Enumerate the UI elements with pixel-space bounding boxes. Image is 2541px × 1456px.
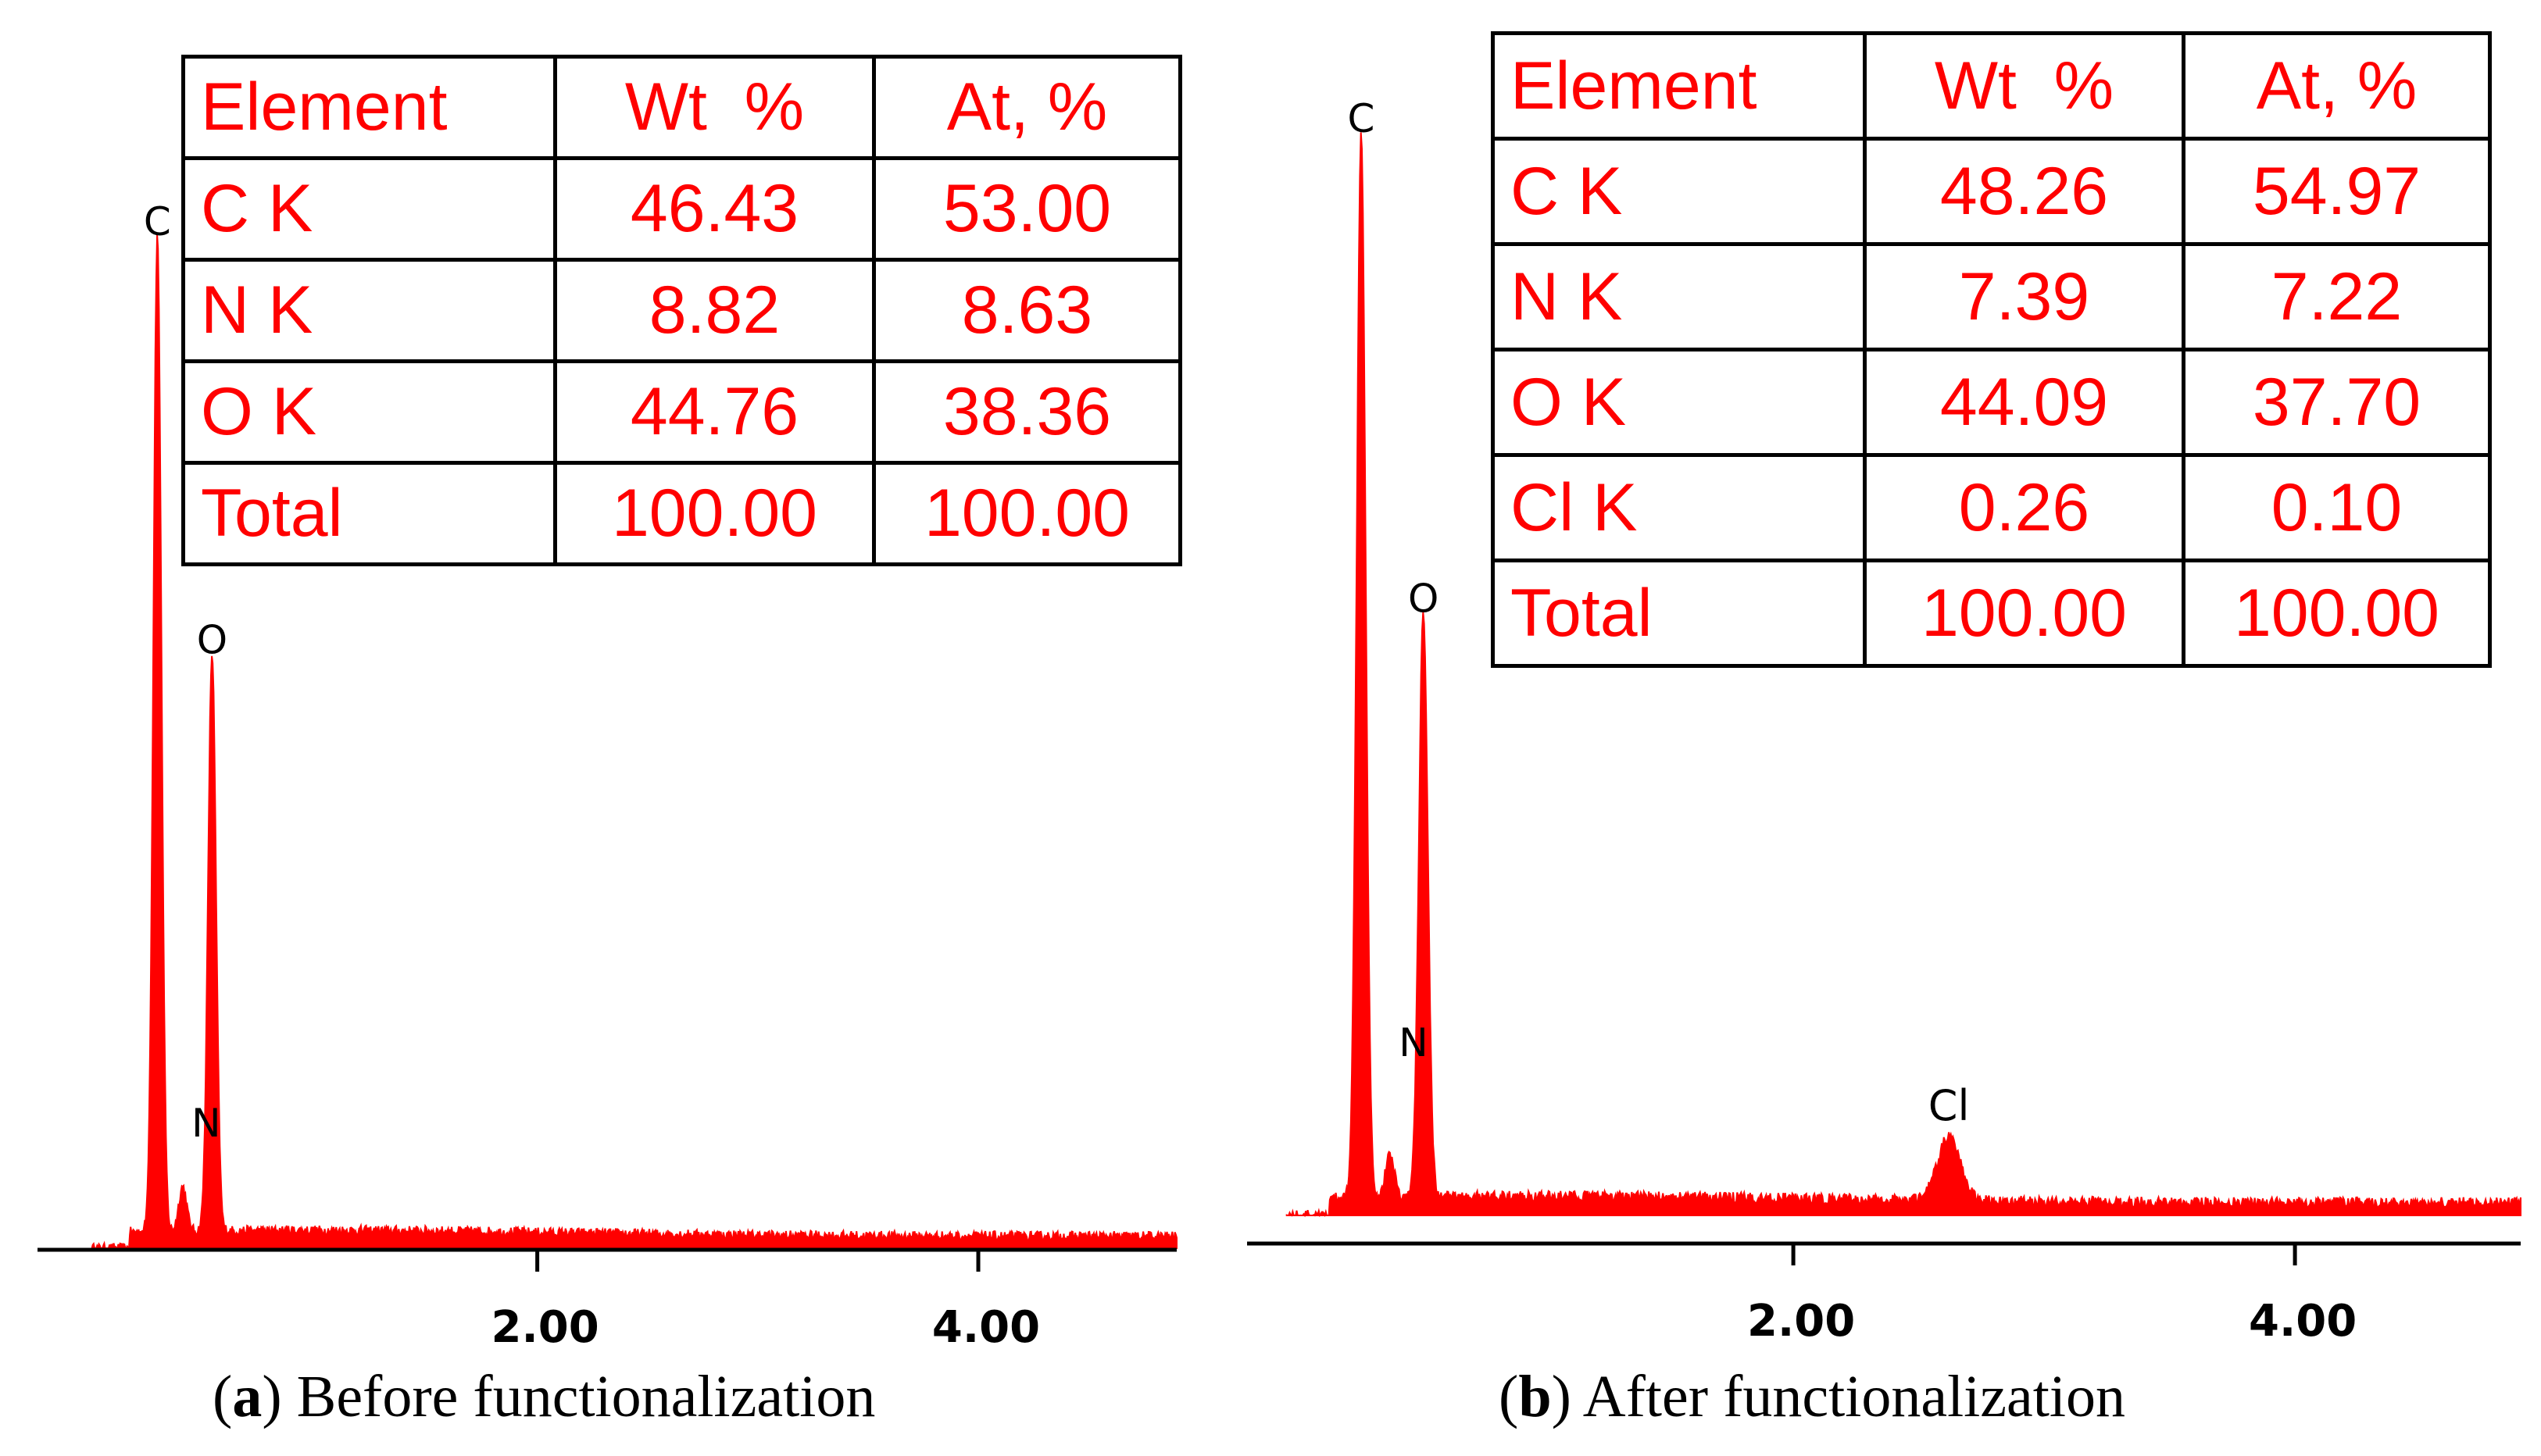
cell-wt: 7.39 <box>1863 242 2185 352</box>
composition-table-a: Element Wt % At, % C K 46.43 53.00 N K 8… <box>181 55 1182 566</box>
table-row: C K 48.26 54.97 <box>1491 137 2492 246</box>
cell-element: O K <box>181 359 557 465</box>
caption-b: (b) After functionalization <box>1499 1364 2125 1429</box>
x-tick-label: 2.00 <box>491 1302 599 1353</box>
peak-label-c: C <box>144 199 171 244</box>
cell-element: Total <box>1491 558 1867 668</box>
header-wt: Wt % <box>1863 31 2185 141</box>
x-tick-label: 2.00 <box>1747 1296 1855 1347</box>
caption-text: After functionalization <box>1571 1364 2125 1429</box>
cell-wt: 44.76 <box>553 359 876 465</box>
cell-element: O K <box>1491 348 1867 457</box>
cell-at: 8.63 <box>872 258 1182 363</box>
spectrum-plot-b: 2.00 4.00 C N O Cl <box>1247 96 2521 1347</box>
caption-letter: a <box>232 1364 263 1429</box>
cell-element: N K <box>1491 242 1867 352</box>
table-header-row: Element Wt % At, % <box>181 55 1182 160</box>
cell-at: 53.00 <box>872 156 1182 262</box>
peak-label-o: O <box>1408 576 1438 621</box>
cell-element: C K <box>1491 137 1867 246</box>
header-wt: Wt % <box>553 55 876 160</box>
header-at: At, % <box>2182 31 2492 141</box>
cell-at: 38.36 <box>872 359 1182 465</box>
x-tick-label: 4.00 <box>932 1302 1040 1353</box>
cell-at: 54.97 <box>2182 137 2492 246</box>
header-at: At, % <box>872 55 1182 160</box>
spectrum-trace <box>91 234 1178 1251</box>
spectrum-trace <box>1285 132 2521 1218</box>
cell-element: Total <box>181 461 557 566</box>
caption-letter: b <box>1518 1364 1552 1429</box>
header-element: Element <box>181 55 557 160</box>
peak-label-n: N <box>1399 1020 1428 1065</box>
table-row: Total 100.00 100.00 <box>1491 558 2492 668</box>
cell-element: C K <box>181 156 557 262</box>
composition-table-b: Element Wt % At, % C K 48.26 54.97 N K 7… <box>1491 31 2492 668</box>
table-row: Total 100.00 100.00 <box>181 461 1182 566</box>
cell-wt: 8.82 <box>553 258 876 363</box>
panel-a: 2.00 4.00 C N O Element Wt % At, % C K 46.43… <box>0 0 1192 1456</box>
cell-wt: 48.26 <box>1863 137 2185 246</box>
cell-wt: 100.00 <box>553 461 876 566</box>
peak-label-n: N <box>191 1101 220 1146</box>
spectrum-plot-a: 2.00 4.00 C N O <box>38 199 1178 1353</box>
cell-at: 100.00 <box>2182 558 2492 668</box>
header-element: Element <box>1491 31 1867 141</box>
cell-element: N K <box>181 258 557 363</box>
table-row: N K 8.82 8.63 <box>181 258 1182 363</box>
cell-wt: 0.26 <box>1863 453 2185 562</box>
cell-at: 100.00 <box>872 461 1182 566</box>
cell-wt: 100.00 <box>1863 558 2185 668</box>
table-row: O K 44.76 38.36 <box>181 359 1182 465</box>
peak-label-o: O <box>197 618 227 663</box>
x-tick-label: 4.00 <box>2249 1296 2357 1347</box>
cell-at: 7.22 <box>2182 242 2492 352</box>
table-row: O K 44.09 37.70 <box>1491 348 2492 457</box>
cell-wt: 46.43 <box>553 156 876 262</box>
cell-at: 37.70 <box>2182 348 2492 457</box>
table-row: Cl K 0.26 0.10 <box>1491 453 2492 562</box>
table-header-row: Element Wt % At, % <box>1491 31 2492 141</box>
table-row: N K 7.39 7.22 <box>1491 242 2492 352</box>
table-row: C K 46.43 53.00 <box>181 156 1182 262</box>
caption-text: Before functionalization <box>281 1364 876 1429</box>
peak-label-cl: Cl <box>1928 1081 1970 1130</box>
panel-b: 2.00 4.00 C N O Cl Element Wt % At, % C K 48.… <box>1192 0 2541 1456</box>
cell-wt: 44.09 <box>1863 348 2185 457</box>
caption-a: (a) Before functionalization <box>213 1364 876 1429</box>
cell-element: Cl K <box>1491 453 1867 562</box>
cell-at: 0.10 <box>2182 453 2492 562</box>
peak-label-c: C <box>1348 96 1375 141</box>
